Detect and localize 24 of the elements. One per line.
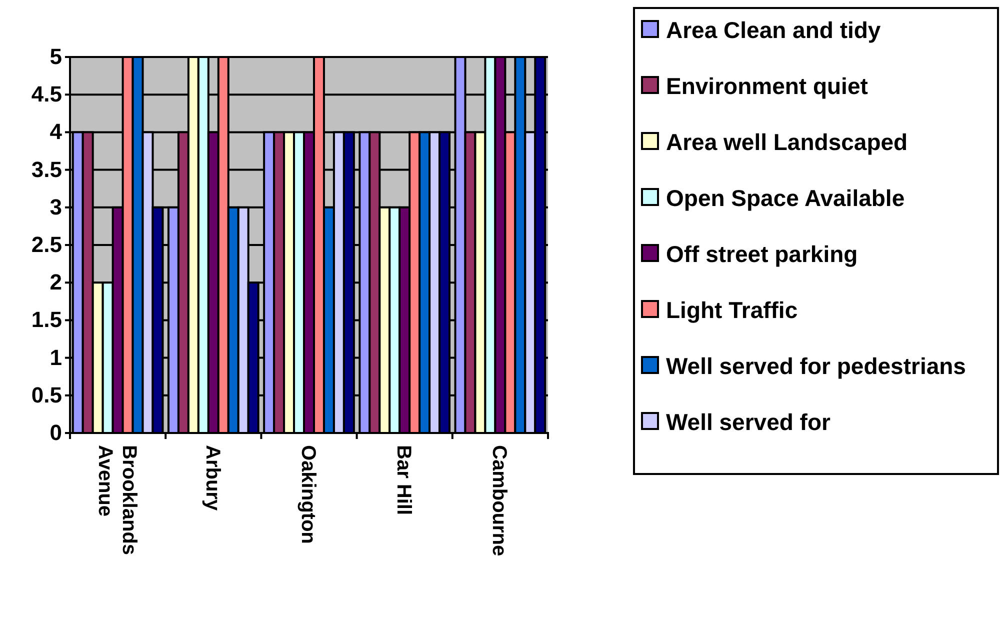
x-tick-label: Bar Hill <box>392 445 415 516</box>
y-tick-label: 4.5 <box>31 82 62 107</box>
y-tick-label: 0.5 <box>31 382 62 408</box>
legend-label: Well served for <box>666 409 831 435</box>
legend-label: Area Clean and tidy <box>666 17 881 43</box>
x-tick-label: Oakington <box>297 445 319 544</box>
y-tick-label: 1 <box>50 344 62 370</box>
y-tick-label: 0 <box>50 420 62 446</box>
y-tick-label: 2.5 <box>31 232 62 258</box>
x-tick-label: Arbury <box>201 445 224 512</box>
x-tick-label: Brooklands Avenue <box>94 445 140 556</box>
legend-label: Open Space Available <box>666 185 905 211</box>
legend-label: Light Traffic <box>666 297 798 323</box>
y-tick-label: 2 <box>50 270 62 295</box>
y-tick-label: 5 <box>50 44 62 70</box>
y-tick-label: 1.5 <box>31 307 62 332</box>
legend-label: Environment quiet <box>666 73 868 99</box>
legend-label: Well served for pedestrians <box>666 353 966 379</box>
y-tick-label: 3 <box>50 194 62 220</box>
legend-label: Off street parking <box>666 241 858 267</box>
y-tick-label: 3.5 <box>31 156 62 182</box>
x-tick-label: Cambourne <box>488 445 510 556</box>
legend-label: Area well Landscaped <box>666 129 908 155</box>
y-tick-label: 4 <box>50 119 63 144</box>
